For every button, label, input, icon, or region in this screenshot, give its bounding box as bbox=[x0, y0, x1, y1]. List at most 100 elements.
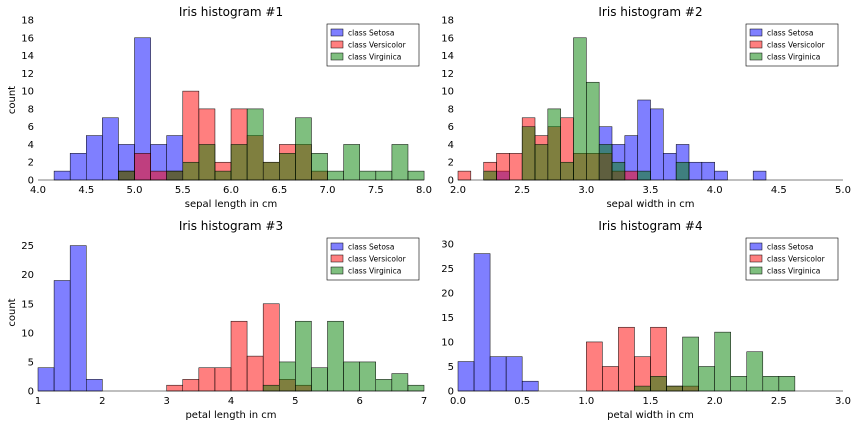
legend-swatch bbox=[749, 254, 763, 263]
legend-swatch bbox=[749, 266, 763, 275]
histogram-bar bbox=[53, 170, 71, 181]
y-tick-label: 25 bbox=[21, 241, 34, 252]
histogram-bar bbox=[598, 144, 613, 181]
histogram-bar bbox=[698, 366, 715, 392]
y-tick-label: 10 bbox=[441, 337, 454, 348]
y-tick-label: 8 bbox=[448, 104, 454, 115]
x-tick-label: 2 bbox=[99, 396, 105, 407]
x-axis-label: petal width in cm bbox=[607, 410, 694, 421]
chart-title: Iris histogram #1 bbox=[179, 5, 283, 19]
histogram-bar bbox=[586, 341, 603, 392]
legend-label: class Versicolor bbox=[767, 41, 826, 50]
histogram-bar bbox=[327, 320, 344, 392]
y-tick-label: 5 bbox=[28, 357, 34, 368]
histogram-bar bbox=[391, 373, 409, 392]
series-1-bars bbox=[37, 245, 103, 392]
histogram-bar bbox=[166, 170, 184, 181]
y-tick-label: 12 bbox=[21, 69, 34, 80]
histogram-bar bbox=[663, 153, 677, 181]
series-2-bars bbox=[586, 326, 699, 392]
histogram-panel-2: 2.0 2.5 3.0 3.5 4.0 4.5 5.0 0 2 4 6 8 10 12 14 16 18 Iris… bbox=[441, 5, 851, 210]
histogram-bar bbox=[509, 153, 523, 181]
legend-swatch bbox=[749, 28, 763, 37]
histogram-bar bbox=[650, 376, 667, 392]
chart-title: Iris histogram #3 bbox=[179, 219, 283, 233]
y-tick-label: 0 bbox=[448, 176, 454, 187]
histogram-bar bbox=[688, 161, 703, 181]
legend-swatch bbox=[330, 40, 344, 49]
y-tick-label: 25 bbox=[441, 264, 454, 275]
legend-swatch bbox=[330, 242, 344, 251]
y-tick-label: 14 bbox=[21, 51, 34, 62]
histogram-bar bbox=[134, 153, 151, 181]
y-tick-label: 30 bbox=[441, 239, 454, 250]
histogram-bar bbox=[53, 280, 71, 392]
histogram-bar bbox=[279, 361, 296, 392]
histogram-bar bbox=[586, 81, 600, 181]
histogram-bar bbox=[457, 170, 472, 181]
y-tick-label: 6 bbox=[448, 122, 454, 133]
histogram-bar bbox=[230, 144, 248, 181]
y-tick-label: 18 bbox=[21, 16, 34, 27]
x-tick-label: 2.0 bbox=[450, 185, 466, 196]
y-tick-label: 16 bbox=[21, 33, 34, 44]
series-1-bars bbox=[457, 253, 539, 392]
y-tick-label: 0 bbox=[448, 387, 454, 398]
histogram-bar bbox=[505, 356, 523, 392]
histogram-bar bbox=[375, 379, 393, 392]
x-axis-label: petal length in cm bbox=[185, 410, 276, 421]
y-tick-label: 2 bbox=[28, 158, 34, 169]
histogram-panel-1: 4.0 4.5 5.0 5.5 6.0 6.5 7.0 7.5 8.0 0 2 4 6 8 10 12 14 16… bbox=[7, 5, 432, 210]
series-3-bars bbox=[118, 108, 425, 181]
histogram-bar bbox=[666, 385, 683, 392]
series-1-bars bbox=[53, 37, 184, 181]
y-tick-label: 15 bbox=[21, 299, 34, 310]
histogram-bar bbox=[637, 170, 651, 181]
legend-swatch bbox=[330, 266, 344, 275]
histogram-bar bbox=[714, 170, 728, 181]
y-axis-label: count bbox=[7, 86, 18, 114]
histogram-bar bbox=[198, 367, 216, 392]
histogram-bar bbox=[714, 331, 731, 392]
x-tick-label: 7.0 bbox=[320, 185, 336, 196]
x-tick-label: 5.5 bbox=[175, 185, 191, 196]
histogram-bar bbox=[473, 253, 491, 392]
legend: class Setosa class Versicolor class Virgin… bbox=[745, 23, 839, 67]
y-tick-label: 8 bbox=[28, 104, 34, 115]
histogram-bar bbox=[682, 336, 699, 392]
legend-label: class Setosa bbox=[767, 243, 813, 252]
legend-swatch bbox=[330, 28, 344, 37]
legend-label: class Setosa bbox=[348, 243, 394, 252]
histogram-bar bbox=[295, 320, 312, 392]
legend-label: class Virginica bbox=[348, 267, 401, 276]
x-tick-label: 1 bbox=[35, 396, 41, 407]
histogram-bar bbox=[762, 376, 780, 392]
histogram-bar bbox=[102, 117, 119, 181]
legend-swatch bbox=[330, 52, 344, 61]
histogram-bar bbox=[496, 153, 510, 181]
histogram-bar bbox=[262, 384, 280, 392]
histogram-bar bbox=[150, 170, 167, 181]
x-tick-label: 3.0 bbox=[578, 185, 594, 196]
histogram-bar bbox=[483, 170, 497, 181]
y-tick-label: 6 bbox=[28, 122, 34, 133]
histogram-bar bbox=[166, 384, 183, 392]
legend-swatch bbox=[749, 242, 763, 251]
x-tick-label: 6 bbox=[357, 396, 363, 407]
series-3-bars bbox=[262, 320, 425, 392]
legend-swatch bbox=[749, 40, 763, 49]
y-tick-label: 10 bbox=[21, 328, 34, 339]
histogram-bar bbox=[547, 108, 561, 181]
histogram-bar bbox=[118, 170, 135, 181]
histogram-bar bbox=[86, 135, 103, 181]
legend: class Setosa class Versicolor class Virgin… bbox=[745, 237, 839, 281]
legend-label: class Virginica bbox=[767, 53, 820, 62]
histogram-bar bbox=[295, 117, 312, 181]
histogram-bar bbox=[198, 144, 216, 181]
histogram-bar bbox=[375, 170, 393, 181]
legend-label: class Versicolor bbox=[767, 255, 826, 264]
histogram-bar bbox=[457, 361, 475, 392]
x-tick-label: 4.5 bbox=[771, 185, 787, 196]
histogram-bar bbox=[343, 361, 360, 392]
histogram-bar bbox=[69, 245, 87, 392]
